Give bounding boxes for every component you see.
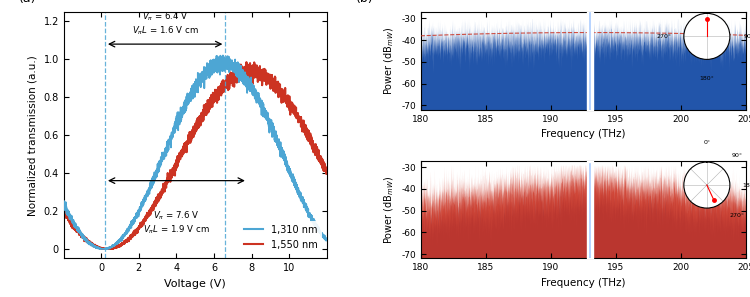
Text: (b): (b)	[356, 0, 374, 5]
X-axis label: Frequency (THz): Frequency (THz)	[542, 278, 626, 288]
Text: $V_\pi$ = 6.4 V
$V_\pi L$ = 1.6 V cm: $V_\pi$ = 6.4 V $V_\pi L$ = 1.6 V cm	[132, 11, 199, 37]
Legend: 1,310 nm, 1,550 nm: 1,310 nm, 1,550 nm	[240, 221, 322, 254]
X-axis label: Voltage (V): Voltage (V)	[164, 279, 226, 289]
X-axis label: Frequency (THz): Frequency (THz)	[542, 129, 626, 139]
Text: (a): (a)	[19, 0, 37, 5]
Y-axis label: Normalized transmission (a.u.): Normalized transmission (a.u.)	[28, 55, 38, 216]
Y-axis label: Power (dB$_{mW}$): Power (dB$_{mW}$)	[382, 175, 395, 244]
Text: $V_\pi$ = 7.6 V
$V_\pi L$ = 1.9 V cm: $V_\pi$ = 7.6 V $V_\pi L$ = 1.9 V cm	[143, 209, 210, 236]
Y-axis label: Power (dB$_{mW}$): Power (dB$_{mW}$)	[382, 27, 395, 95]
